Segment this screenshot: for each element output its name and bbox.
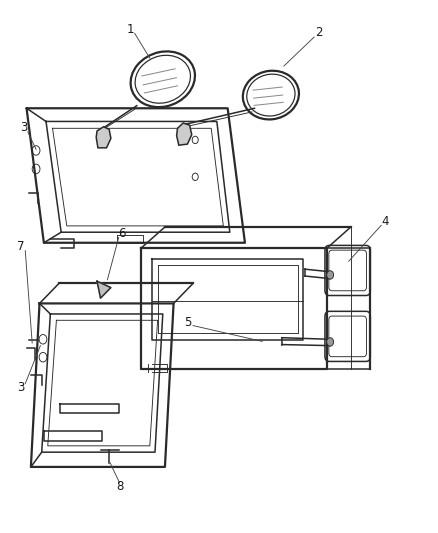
- Text: 8: 8: [116, 480, 123, 494]
- Text: 6: 6: [118, 227, 125, 240]
- Text: 1: 1: [127, 22, 134, 36]
- Polygon shape: [177, 123, 192, 145]
- Text: 3: 3: [20, 122, 27, 134]
- Text: 3: 3: [17, 381, 25, 394]
- Text: 4: 4: [382, 215, 389, 228]
- Polygon shape: [96, 127, 111, 148]
- Circle shape: [327, 271, 334, 279]
- Text: 2: 2: [315, 26, 322, 39]
- Polygon shape: [97, 281, 111, 298]
- Text: 5: 5: [184, 317, 191, 329]
- Text: 7: 7: [17, 240, 25, 253]
- Circle shape: [327, 338, 334, 346]
